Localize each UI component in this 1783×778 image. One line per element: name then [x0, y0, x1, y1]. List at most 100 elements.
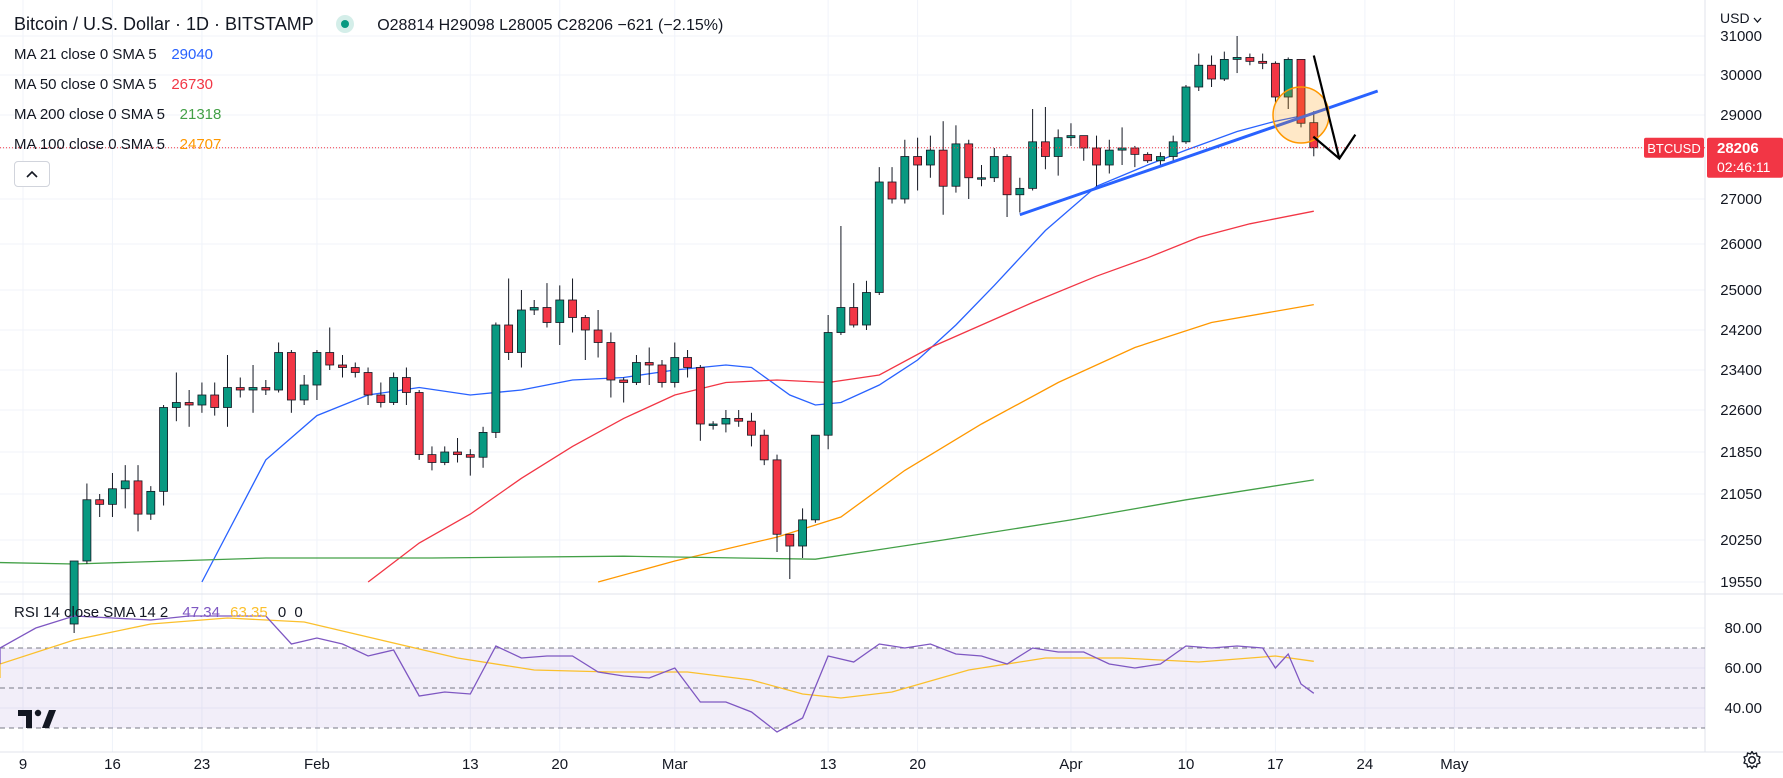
- chevron-up-icon: [26, 170, 38, 178]
- low-value: 28005: [508, 17, 553, 34]
- ma-legend-row[interactable]: MA 50 close 0 SMA 5 26730: [14, 72, 723, 102]
- candle-up: [721, 417, 731, 425]
- ma-legend-row[interactable]: MA 100 close 0 SMA 5 24707: [14, 132, 723, 162]
- candle-up: [1219, 59, 1229, 80]
- candle-up: [1283, 59, 1293, 98]
- price-tick-label: 22600: [1720, 402, 1762, 419]
- candle-up: [389, 377, 399, 403]
- tradingview-logo-icon[interactable]: [18, 708, 56, 735]
- candle-down: [1207, 64, 1216, 80]
- candle-down: [644, 362, 654, 366]
- candle-down: [325, 352, 335, 366]
- candle-up: [632, 362, 641, 383]
- candle-up: [862, 292, 871, 326]
- candle-down: [286, 352, 296, 401]
- candle-down: [849, 307, 859, 326]
- ma-label: MA 50 close 0 SMA 5: [14, 76, 157, 93]
- open-label: O: [377, 17, 390, 34]
- candle-up: [108, 488, 117, 505]
- rsi-extra-value: 0: [277, 604, 287, 621]
- symbol-title[interactable]: Bitcoin / U.S. Dollar · 1D · BITSTAMP: [14, 14, 314, 34]
- symbol-badge-text: BTCUSD: [1647, 141, 1700, 156]
- candle-down: [938, 149, 948, 187]
- candle-down: [606, 342, 616, 381]
- candle-down: [401, 377, 411, 393]
- candle-down: [964, 143, 974, 179]
- candle-down: [1309, 122, 1319, 149]
- rsi-tick-label: 60.00: [1724, 660, 1762, 677]
- candle-up: [197, 394, 207, 406]
- candle-down: [1079, 135, 1089, 149]
- ma-value: 29040: [171, 46, 214, 63]
- high-value: 29098: [450, 17, 495, 34]
- ma-value: 24707: [179, 136, 222, 153]
- ma-legend-row[interactable]: MA 21 close 0 SMA 5 29040: [14, 42, 723, 72]
- price-axis[interactable]: 3100030000290002820027000260002500024200…: [1720, 28, 1762, 591]
- rsi-line: [0, 615, 1315, 733]
- candle-up: [836, 307, 846, 333]
- rsi-tick-label: 80.00: [1724, 620, 1762, 637]
- candle-down: [1296, 59, 1306, 124]
- collapse-legend-button[interactable]: [14, 161, 50, 187]
- time-tick-label: Mar: [662, 756, 688, 773]
- rsi-axis[interactable]: 80.00 60.00 40.00: [1724, 620, 1762, 717]
- candle-down: [235, 387, 245, 391]
- candle-up: [171, 402, 181, 408]
- candle-down: [747, 420, 756, 436]
- candle-up: [555, 299, 565, 323]
- candle-up: [1028, 141, 1038, 189]
- time-tick-label: 16: [104, 756, 121, 773]
- time-tick-label: 20: [551, 756, 568, 773]
- candle-up: [798, 519, 807, 547]
- candle-down: [1143, 153, 1153, 162]
- price-tick-label: 21050: [1720, 486, 1762, 503]
- candle-up: [1168, 141, 1178, 157]
- settings-gear-icon[interactable]: [1742, 750, 1762, 775]
- candle-down: [887, 181, 897, 200]
- candle-up: [69, 560, 79, 625]
- price-tick-label: 27000: [1720, 191, 1762, 208]
- candle-up: [223, 387, 232, 408]
- rsi-sma-value: 63.35: [230, 604, 268, 621]
- time-tick-label: 13: [820, 756, 837, 773]
- last-price-badge: BTCUSD 28206 02:46:11: [1644, 137, 1783, 178]
- candle-down: [261, 387, 271, 391]
- candle-up: [1232, 57, 1242, 60]
- time-tick-label: 10: [1178, 756, 1195, 773]
- price-tick-label: 25000: [1720, 282, 1762, 299]
- currency-selector[interactable]: USD: [1720, 10, 1762, 26]
- rsi-legend[interactable]: RSI 14 close SMA 14 2 47.34 63.35 0 0: [14, 604, 303, 621]
- candle-down: [453, 451, 462, 456]
- price-tick-label: 21850: [1720, 444, 1762, 461]
- candle-down: [759, 434, 769, 461]
- time-axis[interactable]: 9 16 23 Feb 13 20 Mar 13 20 Apr 10 17 24 May: [19, 756, 1469, 773]
- candle-up: [900, 156, 910, 200]
- candle-up: [1066, 135, 1076, 139]
- candle-down: [1041, 141, 1050, 157]
- candle-down: [1258, 60, 1268, 64]
- candle-down: [734, 417, 744, 422]
- drawing-annotations[interactable]: [1019, 55, 1379, 217]
- ma-line-ma100: [597, 303, 1314, 583]
- candle-down: [619, 379, 629, 383]
- time-tick-label: 9: [19, 756, 27, 773]
- candle-up: [1181, 86, 1191, 143]
- candle-up: [529, 307, 539, 311]
- candle-down: [338, 364, 347, 368]
- candle-down: [580, 317, 590, 331]
- candle-up: [1117, 147, 1127, 151]
- candle-up: [82, 499, 92, 562]
- ma-legend-row[interactable]: MA 200 close 0 SMA 5 21318: [14, 102, 723, 132]
- candle-up: [274, 352, 284, 391]
- candle-up: [491, 324, 501, 433]
- candle-down: [133, 480, 143, 515]
- close-label: C: [556, 17, 569, 34]
- high-label: H: [438, 17, 451, 34]
- candle-down: [593, 329, 603, 343]
- candle-down: [427, 454, 437, 463]
- open-value: 28814: [389, 17, 435, 34]
- candle-down: [363, 372, 373, 396]
- candle-down: [657, 364, 667, 383]
- ma-label: MA 200 close 0 SMA 5: [14, 106, 165, 123]
